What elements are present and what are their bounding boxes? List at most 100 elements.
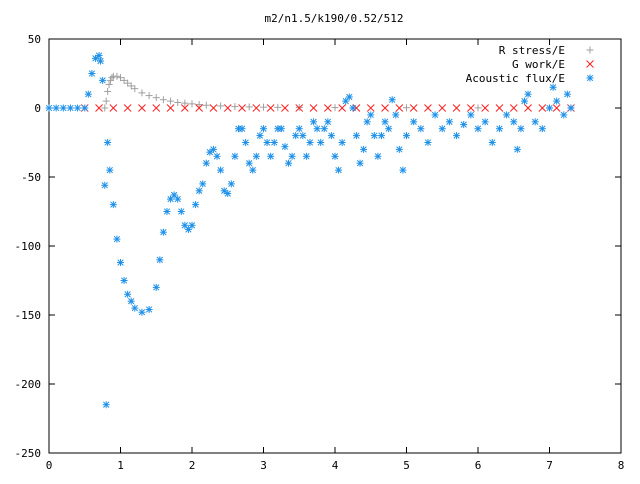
data-point xyxy=(52,104,60,112)
data-point xyxy=(352,132,360,140)
data-point xyxy=(145,305,153,313)
data-point xyxy=(356,159,364,167)
y-tick-label: -50 xyxy=(21,171,41,184)
data-point xyxy=(217,166,225,174)
x-tick-label: 2 xyxy=(189,459,196,472)
data-point xyxy=(310,118,318,126)
data-point xyxy=(105,81,113,89)
data-point xyxy=(553,97,561,105)
y-tick-label: -150 xyxy=(15,309,42,322)
data-point xyxy=(45,104,53,112)
data-point xyxy=(113,235,121,243)
data-point xyxy=(202,159,210,167)
data-point xyxy=(338,104,347,112)
data-point xyxy=(410,118,418,126)
data-point xyxy=(117,74,124,82)
x-tick-label: 7 xyxy=(546,459,553,472)
data-point xyxy=(424,104,432,112)
data-point xyxy=(546,104,553,112)
data-point xyxy=(95,104,103,112)
data-point xyxy=(159,96,167,104)
data-point xyxy=(238,104,246,112)
data-point xyxy=(213,152,221,160)
data-point xyxy=(145,92,153,100)
data-point xyxy=(292,132,300,140)
data-point xyxy=(295,125,303,133)
data-point xyxy=(309,104,318,112)
data-point xyxy=(531,118,539,126)
data-point xyxy=(66,104,74,112)
data-point xyxy=(503,111,511,119)
data-point xyxy=(323,104,332,112)
data-point xyxy=(192,201,200,209)
data-point xyxy=(549,83,557,91)
data-point xyxy=(81,104,89,112)
data-point xyxy=(281,104,289,112)
data-point xyxy=(96,57,104,65)
data-point xyxy=(424,139,432,146)
data-point xyxy=(370,132,378,140)
data-point xyxy=(260,125,267,133)
data-point xyxy=(220,187,228,195)
y-tick-label: -100 xyxy=(15,240,42,253)
data-point xyxy=(131,304,139,312)
data-point xyxy=(403,104,410,112)
data-point xyxy=(152,94,160,102)
axes: 0 1 2 3 4 5 6 7 8 50 0 -50 -100 -150 -200 -250 xyxy=(15,33,625,472)
data-point xyxy=(324,118,332,126)
data-point xyxy=(102,97,110,105)
data-point xyxy=(174,195,182,203)
data-point xyxy=(206,148,214,156)
series-acoustic-flux-e xyxy=(45,52,575,409)
data-point xyxy=(120,277,128,284)
series-g-work-e xyxy=(80,104,575,112)
data-point xyxy=(445,118,453,126)
data-point xyxy=(252,104,261,112)
data-point xyxy=(263,139,271,146)
legend-marker xyxy=(586,60,594,68)
data-point xyxy=(399,166,407,174)
data-point xyxy=(224,190,232,198)
data-point xyxy=(524,104,532,112)
data-point xyxy=(113,72,121,80)
data-point xyxy=(395,104,404,112)
data-point xyxy=(180,104,189,112)
data-point xyxy=(331,104,339,112)
legend-marker xyxy=(586,46,594,54)
data-point xyxy=(95,52,103,60)
data-point xyxy=(392,111,400,119)
x-tick-label: 0 xyxy=(46,459,53,472)
data-point xyxy=(381,118,389,126)
data-point xyxy=(438,125,446,133)
data-point xyxy=(352,104,361,112)
data-point xyxy=(331,152,339,160)
data-point xyxy=(88,70,96,77)
data-point xyxy=(159,228,167,236)
x-tick-label: 3 xyxy=(260,459,267,472)
data-point xyxy=(74,104,82,112)
x-tick-label: 1 xyxy=(117,459,124,472)
x-tick-label: 6 xyxy=(475,459,482,472)
data-point xyxy=(231,152,239,160)
data-point xyxy=(295,104,304,112)
data-point xyxy=(466,104,475,112)
data-point xyxy=(520,97,528,105)
data-point xyxy=(245,103,253,111)
data-point xyxy=(123,104,132,112)
data-point xyxy=(313,125,321,133)
data-point xyxy=(345,93,353,101)
data-point xyxy=(267,152,275,160)
x-tick-label: 8 xyxy=(618,459,625,472)
data-point xyxy=(403,132,410,140)
data-point xyxy=(349,104,357,112)
data-point xyxy=(102,401,110,409)
data-point xyxy=(59,104,67,112)
data-point xyxy=(481,104,490,112)
data-point xyxy=(174,98,182,106)
plot-frame xyxy=(48,38,622,454)
data-point xyxy=(104,139,112,146)
data-point xyxy=(467,111,475,119)
y-tick-label: -200 xyxy=(15,378,42,391)
